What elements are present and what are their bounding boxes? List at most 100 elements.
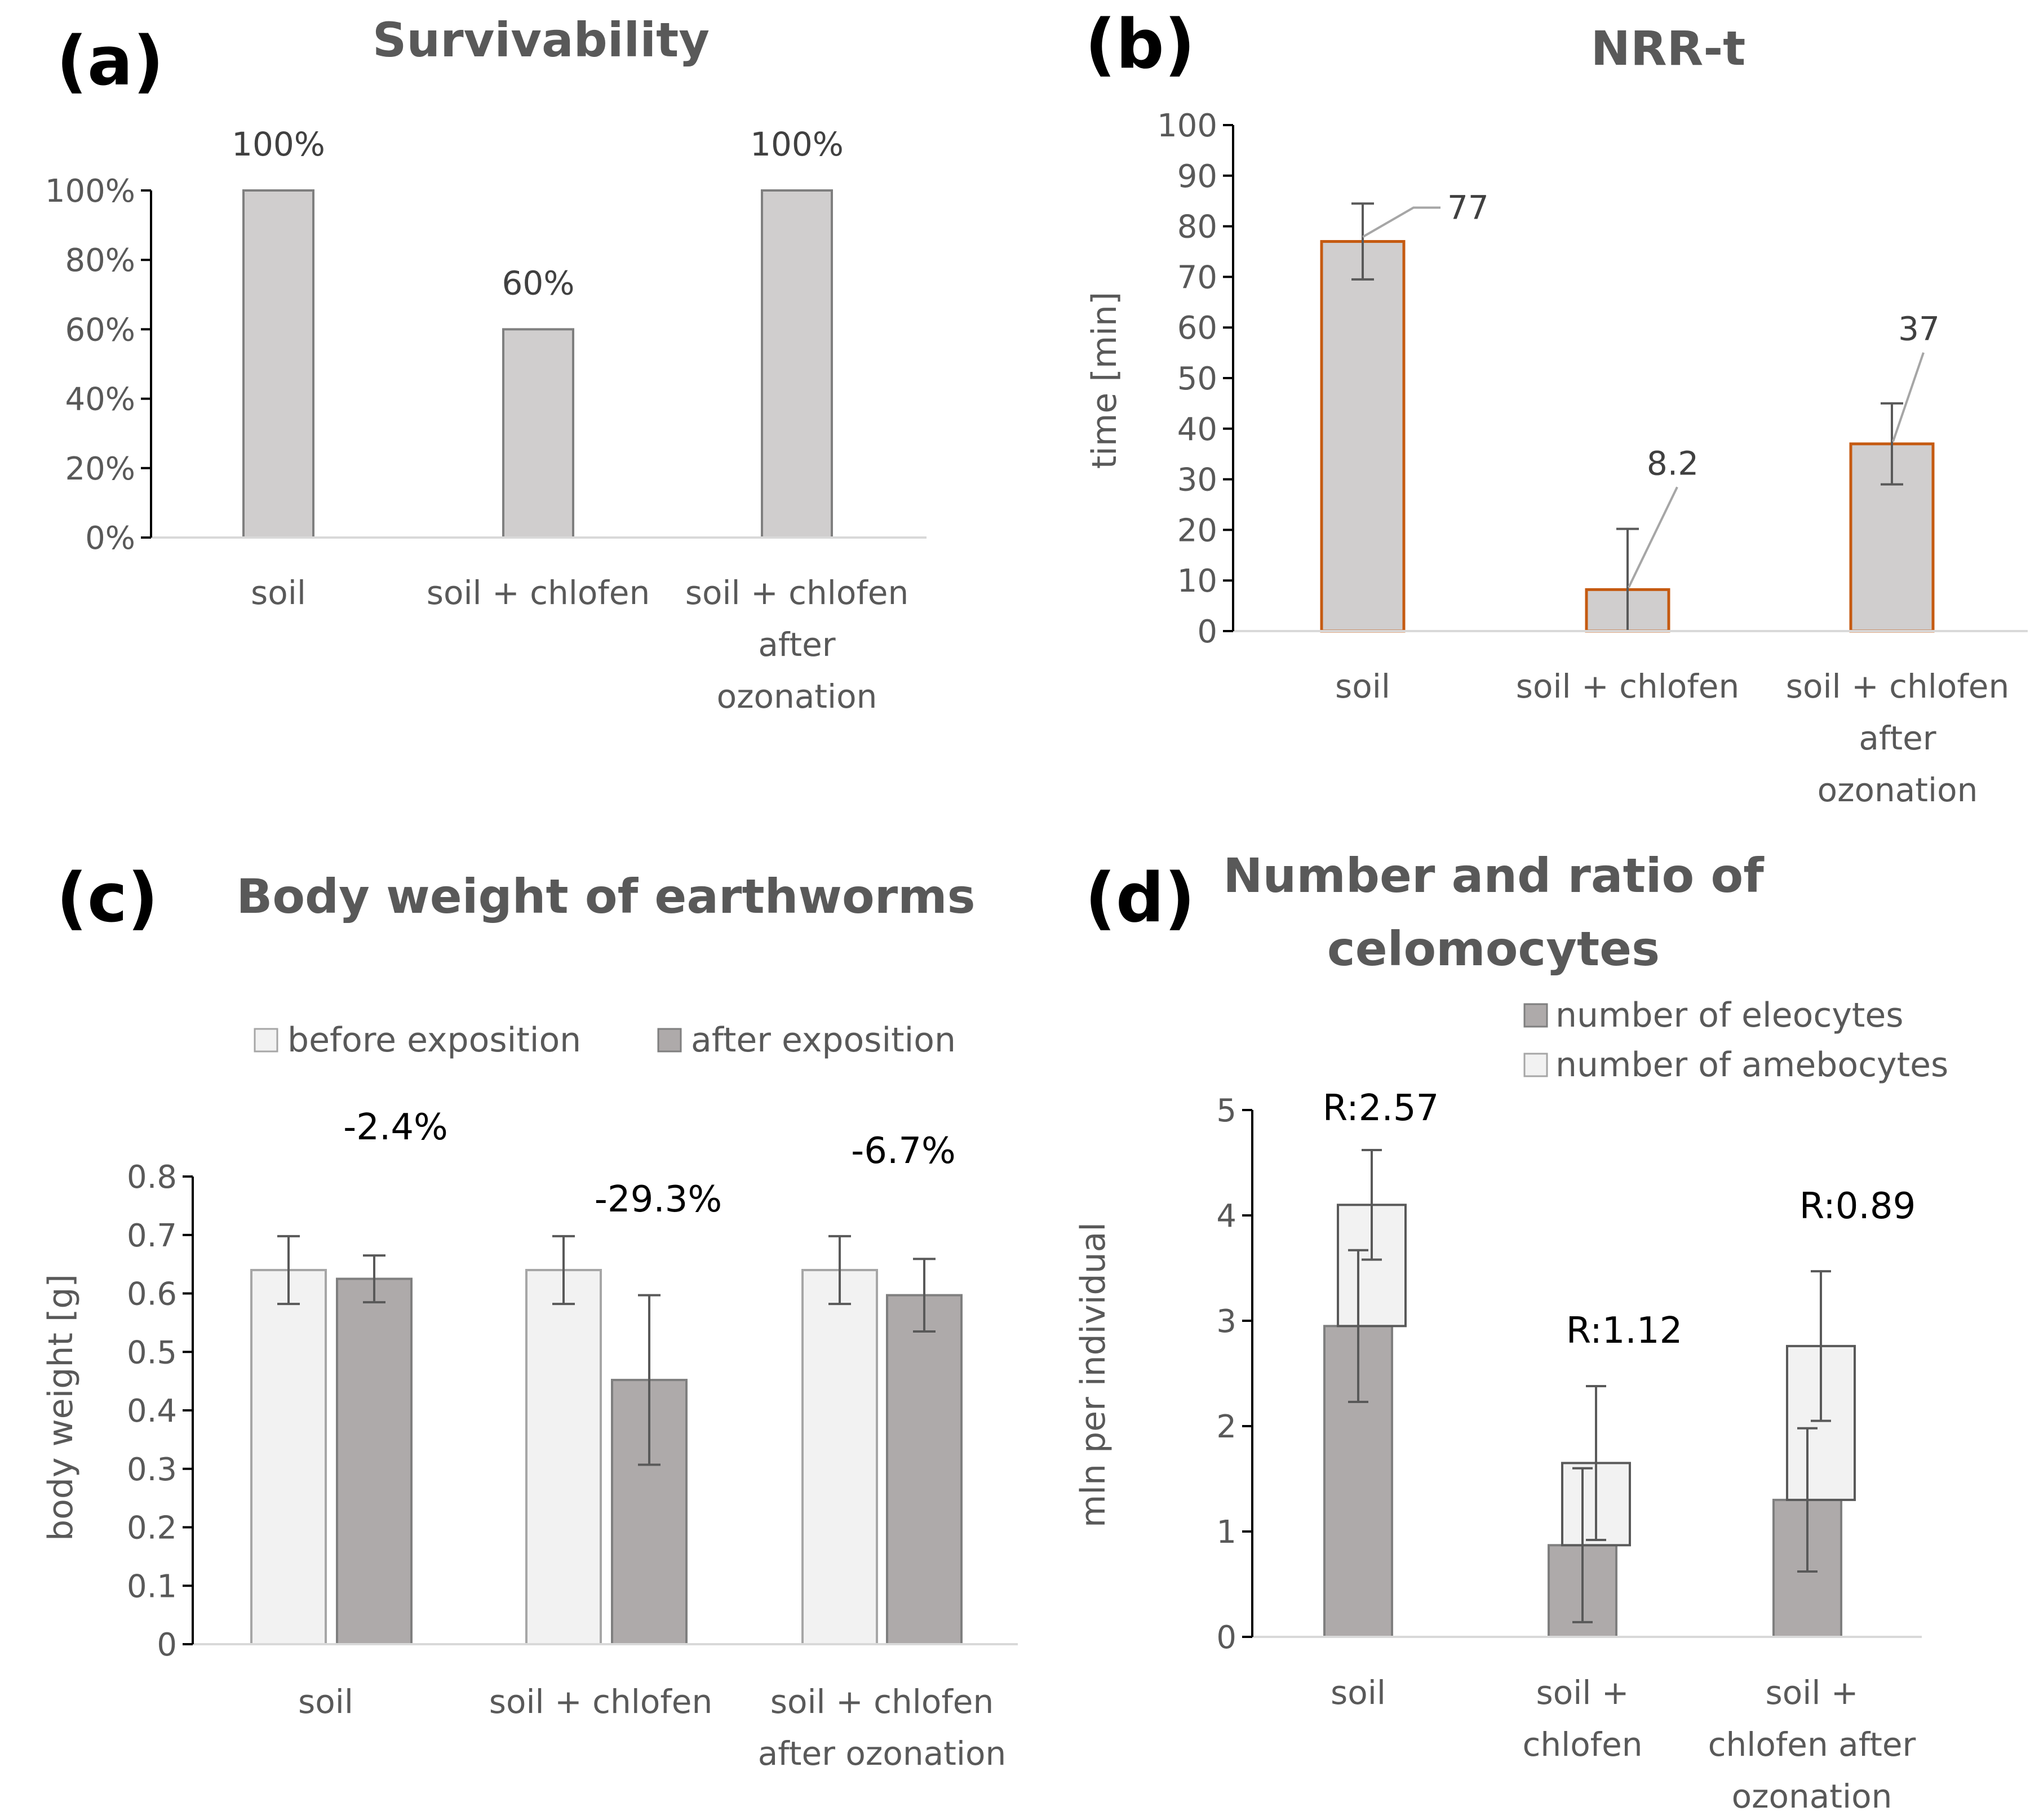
panel-b-tick-label: 100 — [1157, 108, 1217, 144]
panel-a-data-label: 100% — [232, 125, 325, 163]
legend-swatch-amebocytes — [1523, 1053, 1548, 1077]
panel-b-tick-label: 50 — [1177, 361, 1217, 397]
panel-c-bar — [250, 1269, 327, 1645]
panel-b-nrr-t: (b) NRR-t time [min] 0 10 20 30 40 50 60 70 80 90… — [1085, 6, 2028, 809]
panel-b-bar — [1320, 240, 1406, 633]
panel-b-tick-label: 20 — [1177, 512, 1217, 549]
panel-a-category-label: soil + chlofen — [685, 574, 909, 612]
panel-c-tick-label: 0.8 — [127, 1159, 177, 1196]
panel-c-change-annotation: -6.7% — [851, 1130, 956, 1172]
panel-a-category-label: soil + chlofen — [427, 574, 650, 612]
panel-b-category-label: after — [1859, 719, 1936, 757]
panel-d-title-line-1: Number and ratio of — [1223, 848, 1765, 903]
panel-b-title: NRR-t — [1591, 21, 1746, 76]
panel-b-data-label: 37 — [1898, 310, 1940, 348]
panel-a-categories: soil soil + chlofen soil + chlofen after ozo… — [251, 574, 908, 716]
panel-d-tick-label: 2 — [1216, 1409, 1236, 1445]
panel-a-title: Survivability — [373, 12, 710, 68]
panel-b-tick-label: 90 — [1177, 158, 1217, 195]
panel-b-leader-line — [1892, 352, 1925, 442]
panel-a-letter: (a) — [56, 23, 164, 101]
panel-a-data-label: 100% — [750, 125, 844, 163]
panel-a-bar — [502, 328, 574, 539]
panel-b-category-label: ozonation — [1818, 771, 1978, 809]
panel-b-categories: soil soil + chlofen soil + chlofen after ozo… — [1335, 667, 2009, 809]
panel-b-category-label: soil + chlofen — [1786, 667, 2010, 705]
panel-a-data-label: 60% — [502, 264, 575, 302]
legend-swatch-after-exposition — [657, 1028, 682, 1053]
panel-c-tick-label: 0 — [157, 1627, 177, 1663]
panel-a-tick-label: 60% — [65, 312, 135, 348]
panel-d-y-axis-label: mln per individual — [1074, 1222, 1113, 1528]
panel-b-tick-label: 30 — [1177, 462, 1217, 499]
panel-d-legend: number of eleocytes number of amebocytes — [1523, 996, 1948, 1085]
panel-b-leader-line — [1362, 206, 1440, 238]
panel-c-bar — [801, 1269, 878, 1645]
panel-a-bars: 100% 60% 100% — [232, 125, 844, 539]
panel-b-category-label: soil — [1335, 667, 1390, 705]
panel-d-bars: R:2.57 R:1.12 R:0.89 — [1323, 1087, 1916, 1639]
panel-a-y-ticks: 0% 20% 40% 60% 80% 100% — [45, 173, 151, 557]
panel-d-ratio-annotation: R:2.57 — [1323, 1087, 1439, 1129]
panel-a-survivability: (a) Survivability 0% 20% 40% 60% 80% 100% 100… — [45, 12, 927, 716]
panel-c-category-label: soil + chlofen — [770, 1683, 994, 1721]
panel-a-bar — [242, 189, 314, 539]
panel-d-category-label: chlofen after — [1708, 1725, 1916, 1764]
panel-c-bar — [336, 1277, 413, 1645]
panel-c-y-axis-label: body weight [g] — [41, 1274, 81, 1541]
panel-a-tick-label: 100% — [45, 173, 135, 210]
panel-d-tick-label: 3 — [1216, 1303, 1236, 1340]
panel-c-category-label: soil + chlofen — [489, 1683, 713, 1721]
panel-b-tick-label: 10 — [1177, 563, 1217, 600]
panel-d-category-label: soil — [1331, 1673, 1386, 1712]
legend-label-before-exposition: before exposition — [287, 1020, 581, 1060]
panel-c-tick-label: 0.2 — [127, 1510, 177, 1547]
panel-a-tick-label: 0% — [85, 520, 135, 557]
panel-c-legend: before exposition after exposition — [254, 1020, 956, 1060]
panel-a-category-label: ozonation — [717, 677, 877, 716]
panel-d-ratio-annotation: R:0.89 — [1799, 1186, 1916, 1227]
panel-d-tick-label: 1 — [1216, 1514, 1236, 1551]
legend-label-after-exposition: after exposition — [691, 1020, 956, 1060]
panel-c-change-annotation: -2.4% — [343, 1107, 448, 1148]
panel-d-tick-label: 4 — [1216, 1198, 1236, 1235]
panel-b-tick-label: 40 — [1177, 411, 1217, 448]
panel-d-category-label: chlofen — [1522, 1725, 1642, 1764]
panel-d-title-line-2: celomocytes — [1327, 921, 1660, 976]
panel-b-tick-label: 70 — [1177, 259, 1217, 296]
panel-c-body-weight: (c) Body weight of earthworms before exp… — [41, 859, 1018, 1773]
legend-label-amebocytes: number of amebocytes — [1555, 1045, 1948, 1085]
panel-b-bars: 77 8.2 37 — [1320, 189, 1940, 633]
panel-b-y-ticks: 0 10 20 30 40 50 60 70 80 90 100 — [1157, 108, 1233, 650]
panel-b-tick-label: 60 — [1177, 310, 1217, 347]
panel-b-category-label: soil + chlofen — [1516, 667, 1740, 705]
panel-a-category-label: soil — [251, 574, 306, 612]
panel-c-change-annotation: -29.3% — [595, 1179, 722, 1220]
panel-a-category-label: after — [758, 625, 835, 664]
panel-c-tick-label: 0.3 — [127, 1451, 177, 1488]
panel-c-category-label: after ozonation — [758, 1734, 1006, 1773]
panel-c-title: Body weight of earthworms — [236, 869, 975, 924]
panel-d-ratio-annotation: R:1.12 — [1566, 1310, 1683, 1352]
panel-d-categories: soil soil + chlofen soil + chlofen after ozon… — [1331, 1673, 1916, 1815]
panel-a-tick-label: 80% — [65, 242, 135, 279]
panel-b-tick-label: 80 — [1177, 209, 1217, 246]
panel-b-data-label: 8.2 — [1647, 444, 1699, 482]
panel-c-tick-label: 0.7 — [127, 1218, 177, 1254]
legend-swatch-eleocytes — [1523, 1003, 1548, 1028]
panel-b-data-label: 77 — [1447, 189, 1489, 227]
panel-c-bar — [886, 1294, 963, 1646]
legend-label-eleocytes: number of eleocytes — [1555, 996, 1904, 1035]
panel-c-categories: soil soil + chlofen soil + chlofen after oz… — [298, 1683, 1006, 1773]
panel-c-letter: (c) — [56, 859, 158, 938]
panel-d-celomocytes: (d) Number and ratio of celomocytes numb… — [1074, 848, 1948, 1815]
panel-d-category-label: soil + — [1536, 1673, 1629, 1712]
panel-b-y-axis-label: time [min] — [1085, 292, 1124, 469]
panel-b-tick-label: 0 — [1197, 614, 1217, 650]
panel-b-leader-line — [1628, 486, 1678, 588]
panel-c-y-ticks: 0 0.1 0.2 0.3 0.4 0.5 0.6 0.7 0.8 — [127, 1159, 193, 1663]
panel-c-bars: -2.4% -29.3% -6.7% — [250, 1107, 963, 1646]
panel-c-category-label: soil — [298, 1683, 353, 1721]
panel-c-tick-label: 0.1 — [127, 1568, 177, 1605]
